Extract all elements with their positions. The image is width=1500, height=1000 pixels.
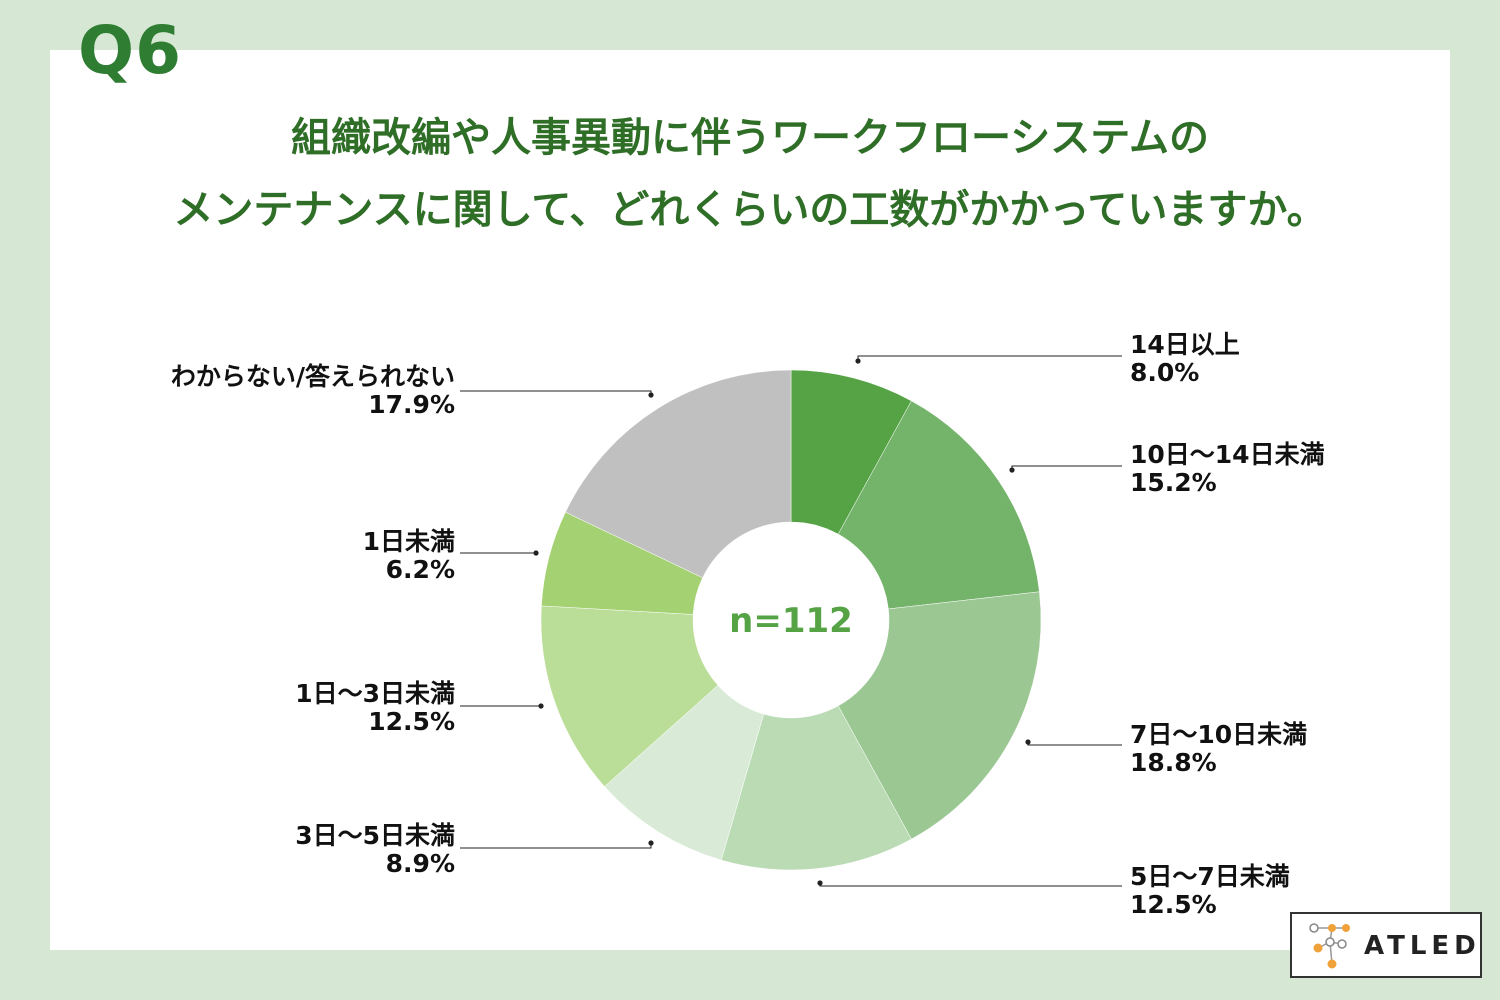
slice-value-label: 8.0% <box>1130 358 1199 387</box>
slice-value-label: 6.2% <box>386 555 455 584</box>
leader-dot <box>817 880 823 886</box>
leader-dot <box>855 358 861 364</box>
center-label: n=112 <box>729 601 853 641</box>
leader-line <box>1027 742 1122 746</box>
slice-label: 14日以上 <box>1130 330 1240 359</box>
atled-logo: ATLED <box>1290 912 1482 978</box>
leader-dot <box>648 392 654 398</box>
slice-label: 1日～3日未満 <box>295 679 455 708</box>
leader-dot <box>648 840 654 846</box>
slice-value-label: 8.9% <box>386 849 455 878</box>
pie-slice <box>540 605 719 787</box>
pie-slice <box>837 591 1042 840</box>
slice-label: 3日～5日未満 <box>295 821 455 850</box>
leader-line <box>1011 465 1122 470</box>
slice-label: 5日～7日未満 <box>1130 862 1290 891</box>
logo-text: ATLED <box>1364 931 1481 961</box>
leader-line <box>460 390 652 395</box>
pie-slice <box>565 369 792 579</box>
pie-slice <box>720 705 912 871</box>
slice-value-label: 17.9% <box>368 390 455 419</box>
slice-value-label: 18.8% <box>1130 748 1217 777</box>
slice-label: わからない/答えられない <box>171 362 455 391</box>
leader-dot <box>1025 739 1031 745</box>
leader-line <box>819 883 1122 887</box>
slice-label: 10日～14日未満 <box>1130 440 1325 469</box>
question-number: Q6 <box>78 12 183 89</box>
chart-title-line1: 組織改編や人事異動に伴うワークフローシステムの <box>291 115 1209 161</box>
slice-value-label: 12.5% <box>368 707 455 736</box>
slice-label: 1日未満 <box>363 527 455 556</box>
leader-line <box>460 843 652 849</box>
leader-line <box>857 355 1122 361</box>
leader-dot <box>533 550 539 556</box>
leader-dot <box>538 703 544 709</box>
slice-value-label: 15.2% <box>1130 468 1217 497</box>
slice-value-label: 12.5% <box>1130 890 1217 919</box>
slice-label: 7日～10日未満 <box>1130 720 1307 749</box>
logo-icon <box>1309 923 1350 969</box>
pie-slice <box>837 400 1040 610</box>
leader-dot <box>1009 467 1015 473</box>
chart-title-line2: メンテナンスに関して、どれくらいの工数がかかっていますか。 <box>173 187 1327 233</box>
